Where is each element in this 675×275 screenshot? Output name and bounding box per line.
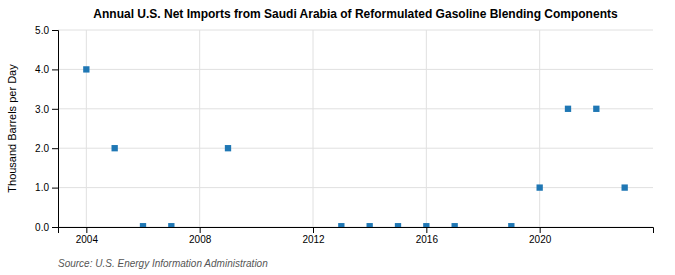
y-tick-label: 3.0 (35, 104, 49, 115)
y-grid-line (58, 108, 653, 109)
point (508, 223, 514, 227)
x-grid-line (199, 30, 200, 227)
plot-area: 2004 2008 2012 2016 2020 0.0 1.0 2.0 3.0 4.0 5.0 (35, 25, 653, 245)
x-tick-label: 2004 (76, 234, 99, 245)
x-tick: 2008 (189, 227, 212, 245)
point (367, 223, 373, 227)
point (338, 223, 344, 227)
x-tick-mark (200, 227, 201, 233)
x-tick: 2016 (416, 227, 439, 245)
y-tick: 1.0 (35, 182, 58, 193)
y-tick-mark (52, 227, 58, 228)
x-tick: 2012 (302, 227, 325, 245)
point (112, 145, 118, 151)
point (83, 66, 89, 72)
chart: 2004 2008 2012 2016 2020 0.0 1.0 2.0 3.0 4.0 5.0 An… (0, 0, 675, 275)
y-tick-label: 2.0 (35, 143, 49, 154)
y-grid-line (58, 148, 653, 149)
y-tick-mark (52, 69, 58, 70)
title: Annual U.S. Net Imports from Saudi Arabi… (93, 7, 618, 21)
x-tick-label: 2008 (189, 234, 212, 245)
y-tick-mark (52, 188, 58, 189)
point (140, 223, 146, 227)
y-grid-line (58, 69, 653, 70)
source: Source: U.S. Energy Information Administ… (58, 258, 268, 269)
x-tick: 2004 (76, 227, 99, 245)
y-grid-line (58, 30, 653, 31)
y-tick-mark (52, 148, 58, 149)
x-axis-line (59, 228, 654, 234)
x-tick-mark (426, 227, 427, 233)
points (83, 66, 628, 227)
y-tick-mark (52, 109, 58, 110)
y-tick-label: 5.0 (35, 25, 49, 36)
x-grid-line (86, 30, 87, 227)
x-tick-mark (540, 227, 541, 233)
x-tick-mark (313, 227, 314, 233)
x-tick-label: 2016 (416, 234, 439, 245)
y-tick-label: 0.0 (35, 222, 49, 233)
point (593, 106, 599, 112)
y-axis: 0.0 1.0 2.0 3.0 4.0 5.0 (35, 25, 58, 233)
x-grid-line (539, 30, 540, 227)
y-tick: 5.0 (35, 25, 58, 36)
point (423, 223, 429, 227)
x-grid-line (313, 30, 314, 227)
x-axis: 2004 2008 2012 2016 2020 (59, 227, 654, 245)
point (537, 184, 543, 190)
y-tick-label: 4.0 (35, 64, 49, 75)
x-grid-line (426, 30, 427, 227)
x-tick-mark (86, 227, 87, 233)
point (565, 106, 571, 112)
x-tick-label: 2020 (529, 234, 552, 245)
x-tick: 2020 (529, 227, 552, 245)
y-grid-line (58, 187, 653, 188)
point (395, 223, 401, 227)
y-tick: 3.0 (35, 104, 58, 115)
y-tick: 0.0 (35, 222, 58, 233)
y-axis-line (52, 31, 59, 228)
point (225, 145, 231, 151)
y-tick: 4.0 (35, 64, 58, 75)
y-tick-label: 1.0 (35, 182, 49, 193)
x-tick-label: 2012 (302, 234, 325, 245)
grid (58, 30, 653, 227)
point (168, 223, 174, 227)
point (622, 184, 628, 190)
point (452, 223, 458, 227)
y-tick-mark (52, 30, 58, 31)
y-tick: 2.0 (35, 143, 58, 154)
y-axis-title: Thousand Barrels per Day (6, 64, 18, 193)
